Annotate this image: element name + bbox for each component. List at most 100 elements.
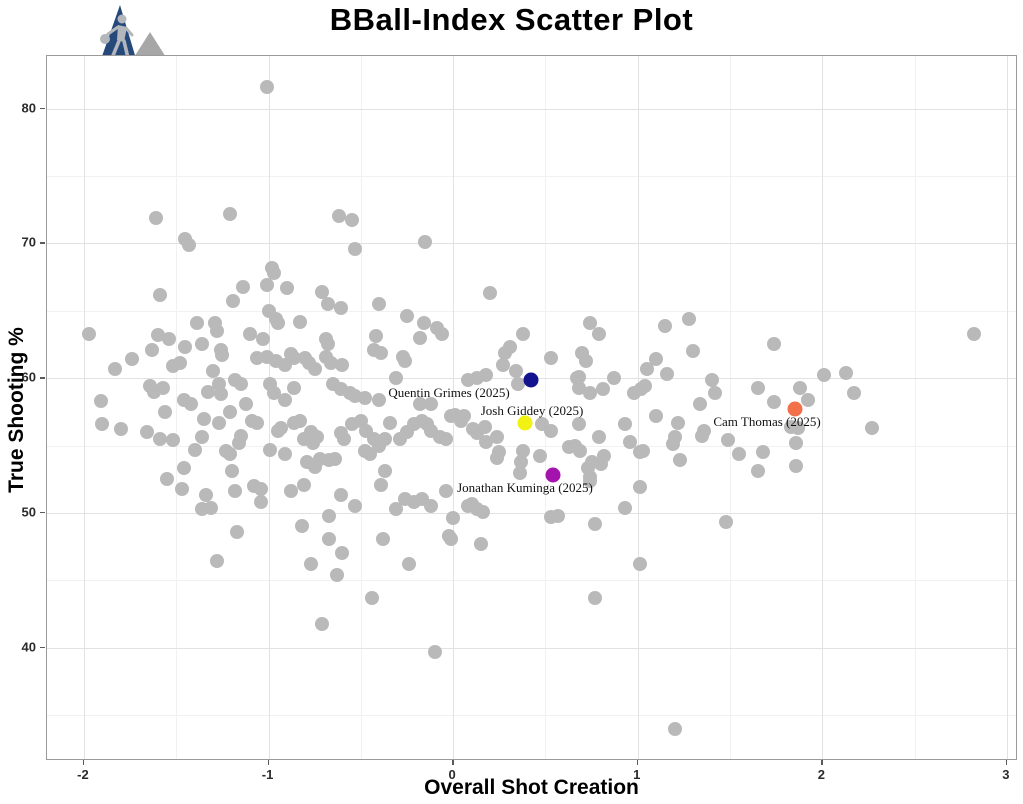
gridline-x-minor xyxy=(730,56,732,759)
data-point xyxy=(196,411,211,426)
data-point xyxy=(401,557,416,572)
data-point xyxy=(215,348,230,363)
player-annotation: Josh Giddey (2025) xyxy=(480,403,584,418)
data-point xyxy=(296,477,311,492)
data-point xyxy=(516,326,531,341)
gridline-x-major xyxy=(268,56,270,759)
data-point xyxy=(159,472,174,487)
data-point xyxy=(331,209,346,224)
data-point xyxy=(966,326,981,341)
gridline-y-minor xyxy=(47,310,1016,312)
data-point xyxy=(514,454,529,469)
data-point xyxy=(368,329,383,344)
data-point xyxy=(606,371,621,386)
data-point xyxy=(793,380,808,395)
data-point xyxy=(571,417,586,431)
data-point xyxy=(416,315,431,330)
data-point xyxy=(315,284,330,299)
gridline-y-minor xyxy=(47,445,1016,447)
data-point xyxy=(591,326,606,341)
gridline-y-minor xyxy=(47,175,1016,177)
data-point xyxy=(294,519,309,534)
data-point xyxy=(222,404,237,419)
data-point xyxy=(673,453,688,468)
data-point xyxy=(93,394,108,409)
y-axis-title: True Shooting % xyxy=(5,327,28,493)
data-point xyxy=(457,408,472,423)
data-point xyxy=(204,500,219,515)
data-point xyxy=(274,421,289,436)
x-tick-mark xyxy=(821,760,823,765)
gridline-x-major xyxy=(637,56,639,759)
gridline-x-minor xyxy=(360,56,362,759)
data-point xyxy=(579,353,594,368)
data-point xyxy=(377,464,392,479)
data-point xyxy=(510,376,525,391)
data-point xyxy=(551,508,566,523)
data-point xyxy=(427,644,442,659)
data-point xyxy=(178,340,193,355)
data-point xyxy=(483,286,498,301)
x-tick-mark xyxy=(267,760,270,765)
data-point xyxy=(817,368,832,383)
data-point xyxy=(438,484,453,499)
data-point xyxy=(279,280,294,295)
data-point xyxy=(344,213,359,228)
data-point xyxy=(209,323,224,338)
data-point xyxy=(233,429,248,444)
data-point xyxy=(865,421,880,436)
data-point xyxy=(158,404,173,419)
data-point xyxy=(200,384,215,399)
data-point xyxy=(383,415,398,430)
x-tick-label: 3 xyxy=(1002,767,1010,782)
data-point xyxy=(82,326,97,341)
data-point xyxy=(243,326,258,341)
y-tick-label: 80 xyxy=(21,100,36,116)
data-point xyxy=(503,340,518,355)
data-point xyxy=(165,433,180,448)
data-point xyxy=(357,391,372,406)
data-point xyxy=(732,446,747,461)
data-point xyxy=(292,314,307,329)
data-point xyxy=(195,430,210,445)
data-point xyxy=(377,431,392,446)
data-point xyxy=(412,396,427,411)
data-point xyxy=(750,464,765,479)
data-point xyxy=(230,524,245,539)
data-point xyxy=(172,356,187,371)
data-point xyxy=(490,450,505,465)
data-point xyxy=(490,430,505,445)
data-point xyxy=(213,387,228,402)
data-point xyxy=(846,385,861,400)
data-point xyxy=(156,380,171,395)
gridline-y-major xyxy=(47,647,1016,649)
y-tick-mark xyxy=(40,646,45,649)
data-point xyxy=(697,423,712,438)
gridline-x-minor xyxy=(914,56,916,759)
gridline-x-major xyxy=(83,56,85,759)
data-point xyxy=(388,501,403,516)
data-point xyxy=(152,431,167,446)
data-point xyxy=(267,266,282,281)
data-point xyxy=(693,396,708,411)
data-point xyxy=(337,431,352,446)
data-point xyxy=(479,434,494,449)
data-point xyxy=(423,396,438,411)
data-point xyxy=(508,364,523,379)
data-point xyxy=(329,567,344,582)
y-tick-label: 60 xyxy=(21,369,36,385)
data-point xyxy=(211,376,226,391)
data-point xyxy=(224,464,239,479)
data-point xyxy=(767,337,782,352)
data-point xyxy=(375,531,390,546)
data-point xyxy=(704,372,719,387)
data-point xyxy=(259,80,274,94)
gridline-y-major xyxy=(47,512,1016,514)
data-point xyxy=(398,353,413,368)
data-point xyxy=(495,357,510,372)
data-point xyxy=(124,352,139,367)
player-annotation: Cam Thomas (2025) xyxy=(713,414,821,429)
data-point xyxy=(791,421,806,436)
data-point xyxy=(512,465,527,480)
data-point xyxy=(108,361,123,376)
